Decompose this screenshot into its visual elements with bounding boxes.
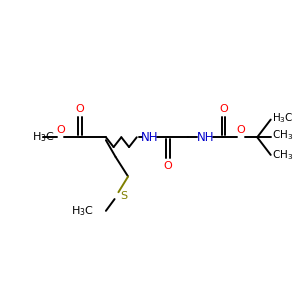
Text: O: O — [163, 161, 172, 171]
Text: H$_3$C: H$_3$C — [71, 204, 94, 218]
Text: O: O — [76, 104, 84, 114]
Text: O: O — [56, 125, 65, 135]
Text: O: O — [236, 125, 245, 135]
Text: O: O — [219, 104, 228, 114]
Text: H$_3$C: H$_3$C — [32, 130, 55, 144]
Text: H$_3$C: H$_3$C — [272, 111, 293, 124]
Text: CH$_3$: CH$_3$ — [272, 148, 293, 162]
Text: NH: NH — [140, 131, 158, 144]
Text: CH$_3$: CH$_3$ — [272, 128, 293, 142]
Text: S: S — [120, 191, 128, 201]
Text: NH: NH — [196, 131, 214, 144]
